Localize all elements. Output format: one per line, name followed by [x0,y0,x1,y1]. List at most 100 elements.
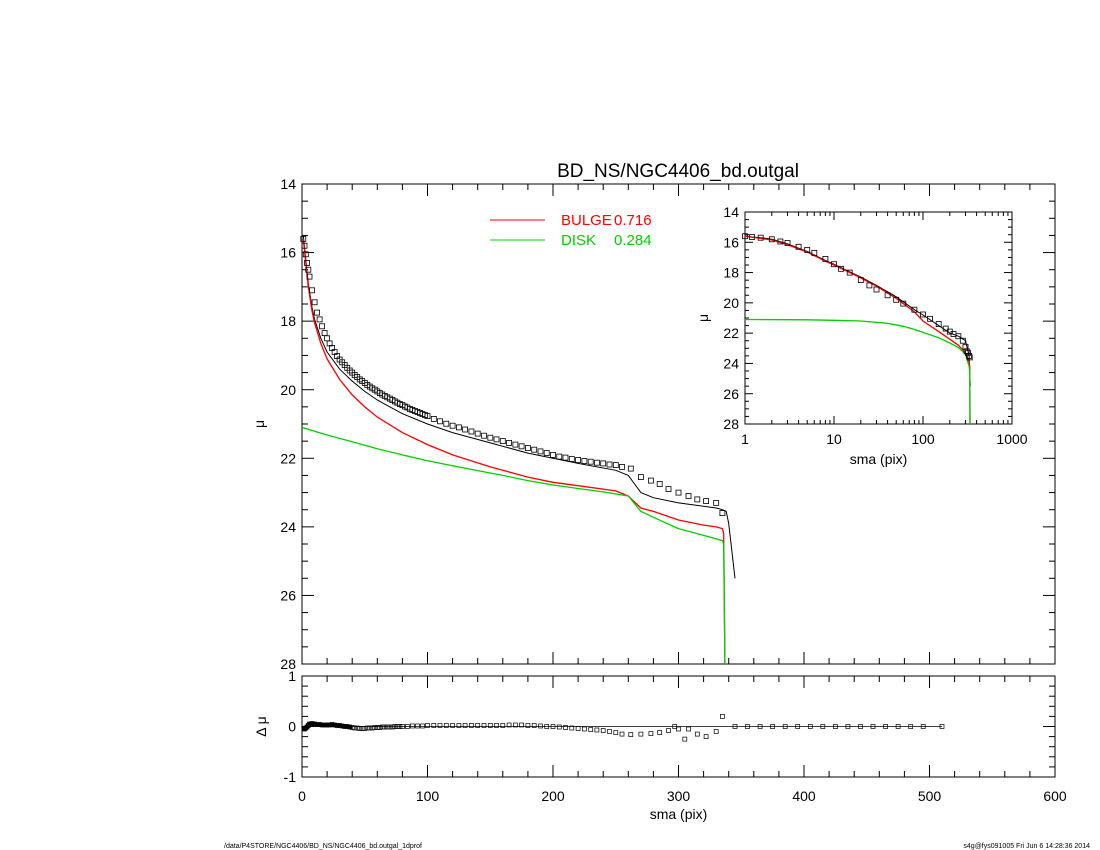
residual-point [369,725,375,731]
residual-point [456,723,462,728]
footer-left: /data/P4STORE/NGC4406/BD_NS/NGC4406_bd.o… [224,843,422,850]
legend-label-disk: DISK [561,232,596,249]
residual-point [494,723,499,728]
model-line [302,235,736,579]
resid-xtick-label: 0 [298,788,306,804]
data-point [838,265,844,272]
residual-point [682,736,688,742]
data-point [962,343,969,350]
data-point [648,477,654,484]
data-point [884,292,891,299]
data-point [575,457,581,463]
residual-point [377,725,383,730]
inset-xtick-label: 100 [911,431,935,447]
inset-ytick-label: 16 [723,234,739,250]
residual-point [357,726,363,731]
inset-ylabel: μ [695,314,711,322]
residual-point [367,725,373,731]
residual-point [347,724,353,730]
residual-point [600,728,606,733]
data-point [873,286,880,293]
residual-point [354,725,360,731]
residual-point [666,728,671,733]
residual-point [400,724,405,729]
residual-point [475,723,481,728]
data-point [581,458,588,464]
residual-point [657,730,663,735]
residual-point [720,714,725,719]
main-ytick-label: 22 [280,450,296,466]
residual-point [500,723,506,728]
residual-point [359,726,365,731]
residual-point [908,724,914,729]
residual-point [563,725,568,730]
inset-ytick-label: 28 [723,416,739,432]
data-point [606,461,613,468]
residual-point [745,724,750,729]
resid-xtick-label: 400 [792,788,816,804]
residual-point [397,724,403,729]
inset-background [745,212,1012,424]
data-point [857,277,864,284]
residual-point [594,727,600,733]
residual-point [392,724,398,729]
residual-point [487,723,493,728]
data-point [462,426,469,433]
residual-point [372,725,378,730]
residual-point [757,724,763,729]
residual-point [770,724,775,729]
data-point [866,282,873,289]
data-point [665,486,672,493]
data-point [537,448,544,455]
data-point [550,451,556,458]
data-point [499,438,506,445]
residual-point [382,724,388,730]
data-point [713,499,720,506]
residual-point [588,727,594,732]
resid-xlabel: sma (pix) [650,806,708,822]
model-line [745,235,971,387]
data-point [321,330,328,337]
inset-xtick-label: 1 [741,431,749,447]
residual-point [833,724,838,729]
data-point [893,296,900,303]
resid-xtick-label: 500 [918,788,942,804]
residual-point [443,723,449,728]
residual-point [405,724,410,729]
residual-point [420,723,425,729]
main-ytick-label: 28 [280,656,296,672]
data-point [437,418,443,425]
residual-point [613,730,619,735]
data-point [455,424,462,431]
data-point [594,459,600,466]
data-point [757,234,764,241]
residual-point [648,731,654,736]
resid-xtick-label: 200 [541,788,565,804]
inset-ytick-label: 22 [723,325,739,341]
data-point [927,315,933,322]
data-point [675,489,682,496]
residual-point [531,723,537,728]
data-point [911,306,918,313]
data-point [474,430,481,437]
data-point [831,261,837,268]
residual-point [845,724,851,729]
data-point [556,453,563,460]
data-point [518,443,525,450]
main-ytick-label: 20 [280,382,296,398]
data-point [822,255,829,262]
footer-right: s4g@fys091005 Fri Jun 6 14:28:36 2014 [963,843,1090,850]
data-point [481,432,487,439]
data-point [302,251,309,258]
residual-point [410,723,415,729]
residual-point [672,724,678,729]
residual-point [870,724,876,729]
residual-point [525,723,531,728]
data-point [619,463,625,470]
inset-xtick-label: 1000 [996,431,1027,447]
residual-point [569,725,575,731]
residual-point [807,724,813,729]
residual-point [352,725,358,731]
residual-point [349,725,355,730]
